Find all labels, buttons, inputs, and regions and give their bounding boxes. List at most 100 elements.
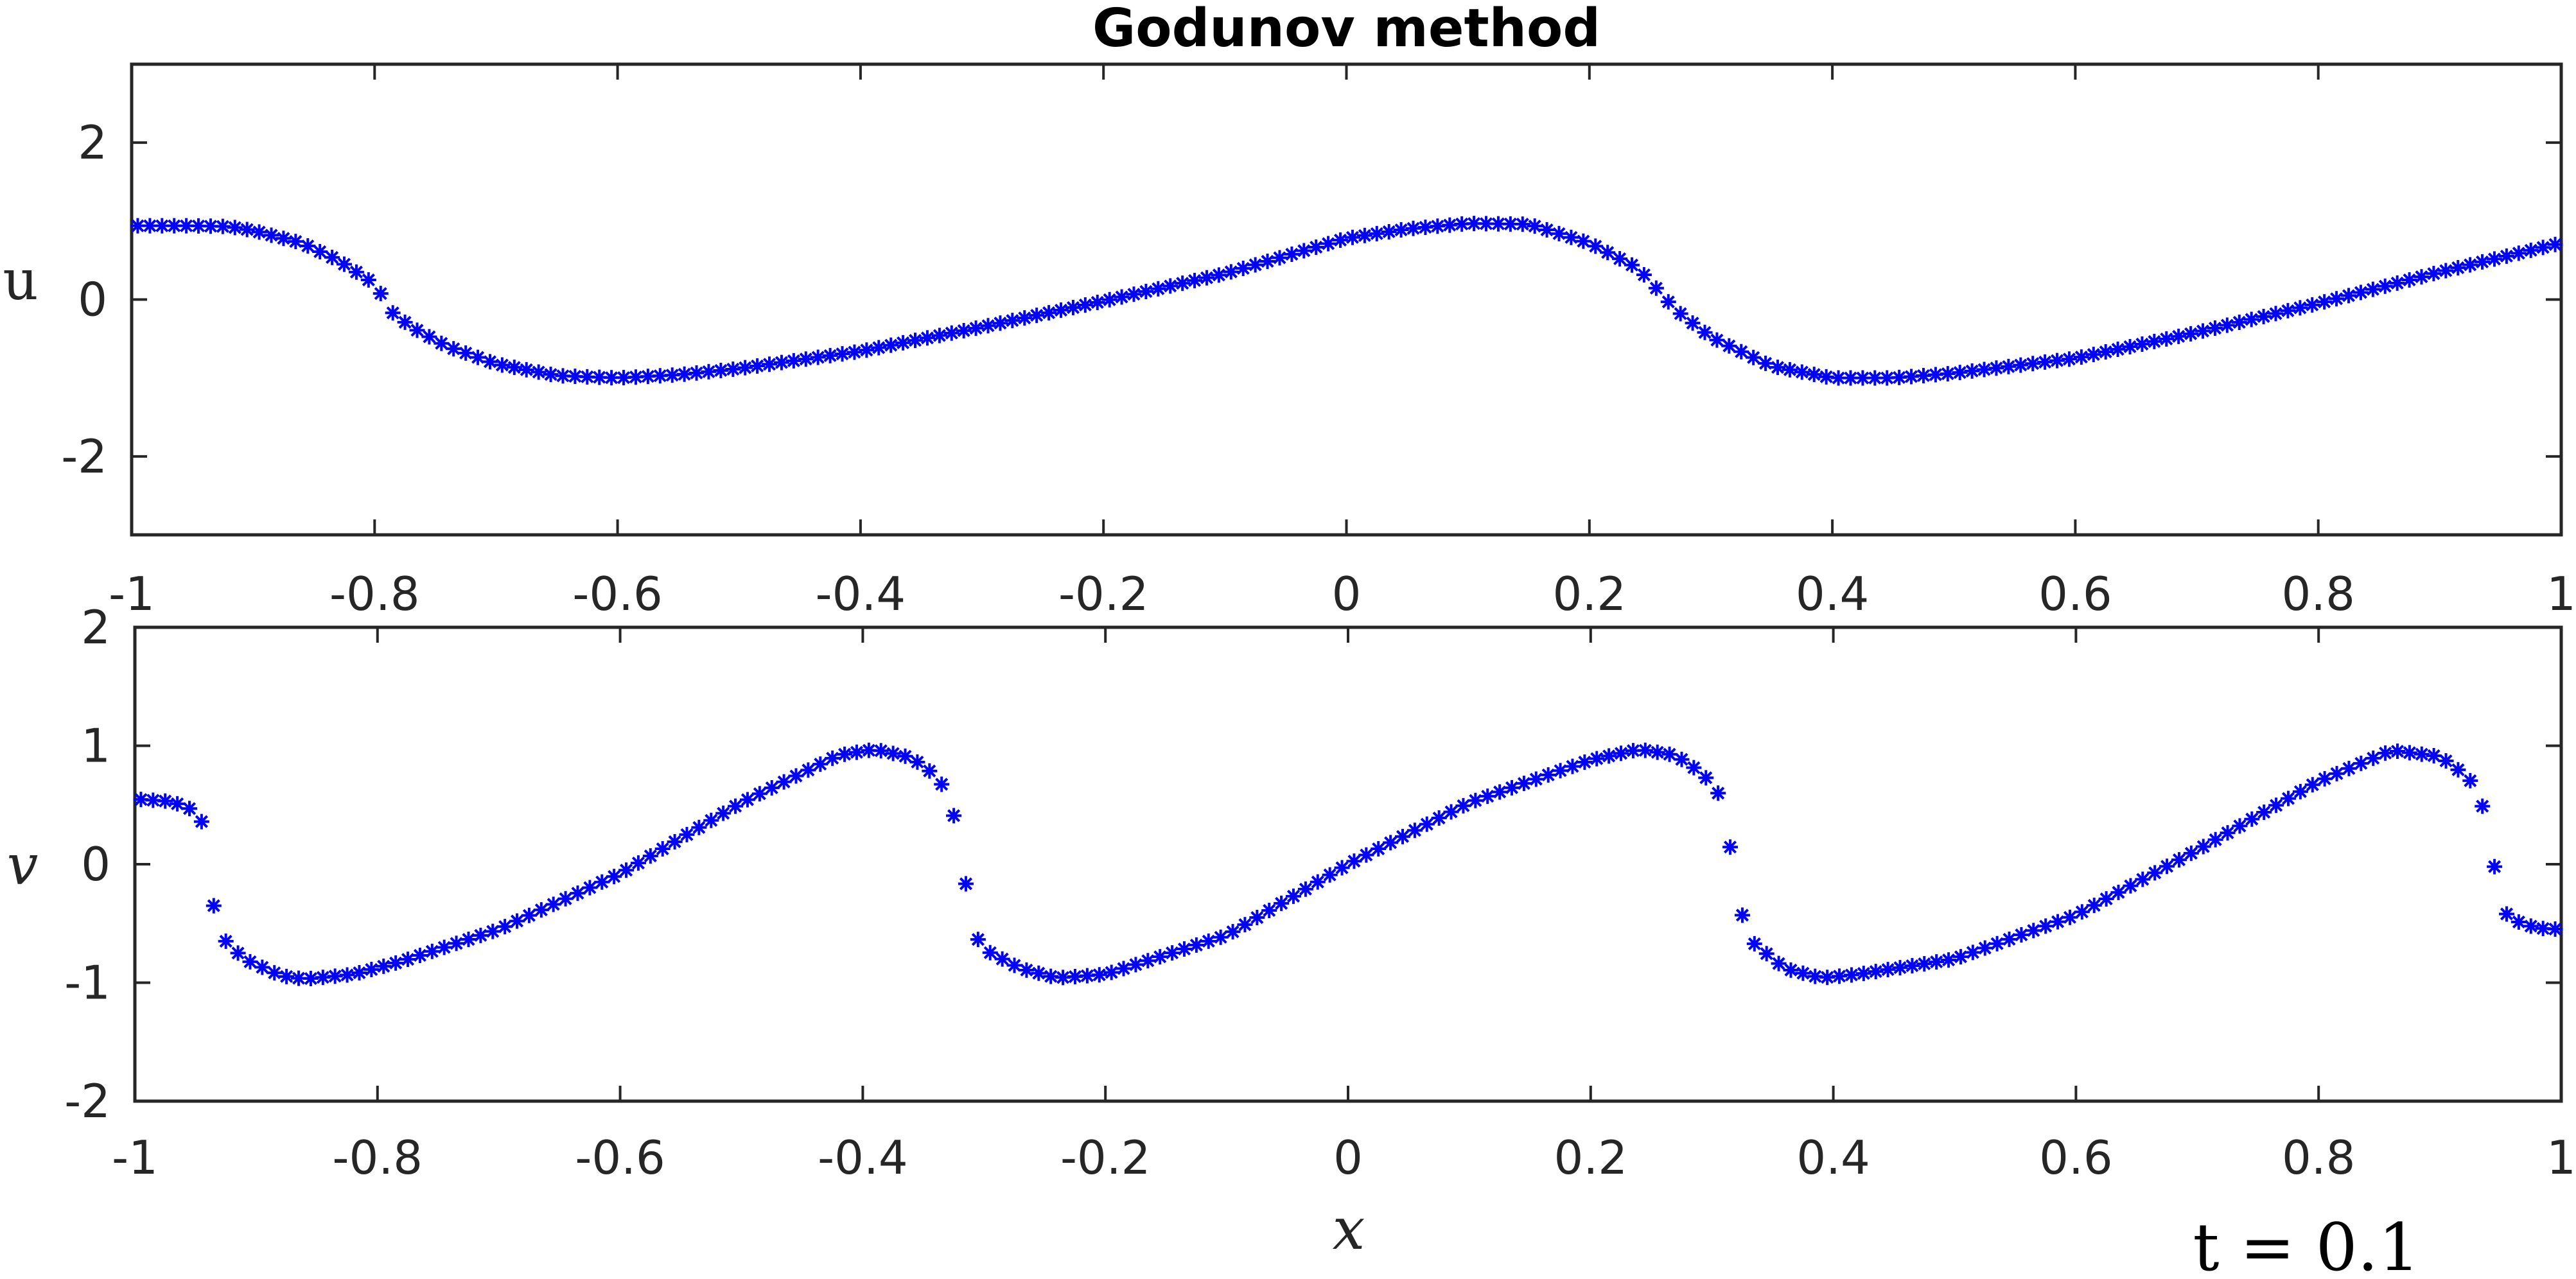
data-point [1540, 767, 1556, 783]
data-point [397, 314, 413, 330]
data-point [2183, 845, 2199, 861]
data-point [1333, 232, 1349, 248]
data-point [2462, 257, 2478, 273]
data-point [530, 364, 547, 380]
data-point [642, 848, 658, 864]
data-point [557, 891, 574, 907]
data-point [1855, 370, 1871, 386]
data-point [570, 885, 586, 901]
data-point [2231, 314, 2247, 330]
data-point [2426, 747, 2442, 763]
data-point [497, 919, 513, 935]
y-tick-label: 1 [81, 719, 110, 773]
data-point [2098, 344, 2114, 360]
data-point [701, 363, 717, 379]
data-point [1783, 962, 1799, 978]
data-point [667, 833, 683, 849]
data-point [2146, 333, 2162, 349]
data-point [909, 754, 925, 770]
data-point [1528, 771, 1544, 787]
data-point [1310, 874, 1326, 890]
data-point [946, 808, 962, 824]
data-point [2329, 765, 2345, 781]
data-point [1806, 367, 1822, 383]
x-tick-label: -0.6 [572, 567, 662, 621]
x-tick-label: 0.6 [2038, 567, 2112, 621]
data-point [2256, 805, 2272, 820]
data-point [1674, 751, 1690, 767]
data-point [1213, 929, 1229, 945]
data-point [618, 862, 635, 878]
data-point [1077, 297, 1093, 313]
data-point [2389, 744, 2405, 760]
x-tick-label: 1 [2546, 1131, 2576, 1185]
data-point [1818, 369, 1834, 385]
data-point [2414, 746, 2430, 762]
data-point [2195, 839, 2211, 855]
data-point [2414, 269, 2430, 285]
data-point [267, 965, 283, 981]
data-point [1589, 751, 1605, 767]
data-point [1904, 369, 1920, 385]
data-point [812, 756, 828, 772]
data-point [1661, 746, 1678, 762]
data-point [2086, 898, 2102, 914]
data-point [2292, 300, 2308, 316]
data-point [2061, 351, 2077, 367]
data-point [2304, 297, 2320, 313]
data-point [2074, 904, 2090, 920]
data-point [2049, 352, 2065, 369]
data-point [980, 318, 996, 334]
data-point [227, 220, 243, 236]
data-point [922, 763, 938, 779]
data-point [958, 876, 974, 892]
data-point [1188, 937, 1204, 953]
data-point [970, 932, 986, 948]
data-point [1637, 742, 1653, 758]
data-point [2377, 278, 2393, 294]
data-point [1150, 281, 1166, 297]
data-point [470, 349, 486, 365]
data-point [2268, 306, 2284, 322]
data-point [1019, 962, 1035, 978]
data-point [1261, 902, 1277, 918]
axes-frame [130, 62, 2563, 537]
data-point [567, 369, 583, 385]
data-point [2401, 272, 2417, 288]
data-point [2013, 357, 2029, 373]
data-point [2232, 818, 2248, 834]
data-point [1053, 302, 1069, 318]
data-point [193, 814, 209, 830]
data-point [206, 898, 222, 914]
data-point [263, 227, 279, 243]
data-point [688, 365, 705, 381]
data-point [1843, 967, 1859, 983]
data-point [1771, 955, 1787, 971]
data-point [2547, 236, 2563, 252]
data-point [1285, 888, 1301, 904]
time-annotation: t = 0.1 [2193, 1210, 2420, 1279]
data-point [154, 218, 170, 234]
data-point [2122, 338, 2138, 354]
data-point [1588, 238, 1604, 254]
x-tick-label: 0.8 [2282, 1131, 2356, 1185]
data-point [764, 780, 780, 796]
data-point [518, 361, 534, 378]
data-point [1855, 966, 1871, 982]
data-point [2171, 852, 2187, 868]
data-point [412, 947, 428, 963]
data-point [145, 792, 161, 808]
data-point [2085, 347, 2101, 363]
data-point [2219, 317, 2235, 333]
data-point [1274, 895, 1290, 911]
data-point [703, 812, 719, 828]
data-point [133, 792, 149, 808]
data-point [1927, 367, 1943, 383]
data-point [679, 826, 695, 842]
data-point [859, 342, 875, 358]
data-point [360, 272, 376, 288]
data-point [1393, 222, 1409, 238]
data-point [1128, 957, 1144, 973]
data-point [1103, 964, 1119, 980]
data-point [2013, 927, 2029, 943]
